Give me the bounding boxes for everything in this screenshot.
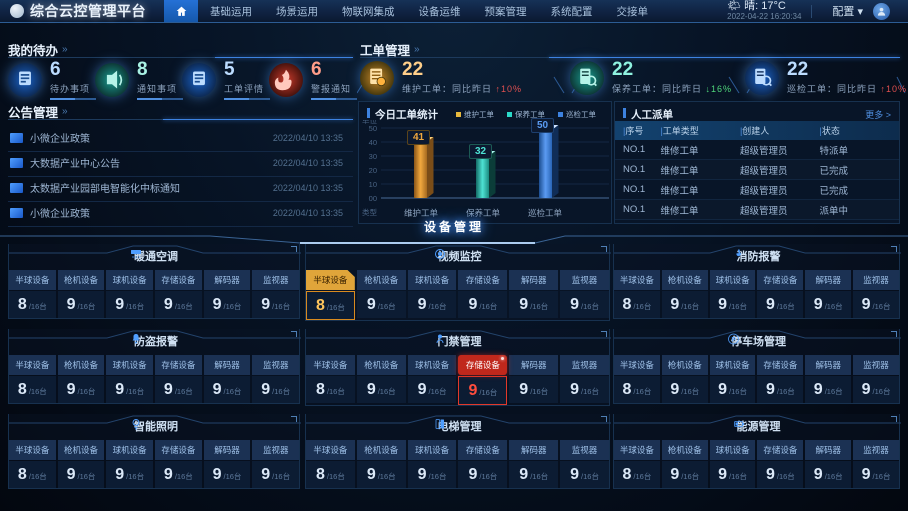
svg-text:10: 10 [369, 180, 377, 189]
svg-text:50: 50 [369, 124, 377, 133]
svg-text:20: 20 [369, 166, 377, 175]
svg-text:40: 40 [369, 138, 377, 147]
svg-text:类型: 类型 [362, 207, 377, 217]
svg-text:00: 00 [369, 194, 377, 203]
svg-text:P: P [731, 338, 735, 344]
svg-text:30: 30 [369, 152, 377, 161]
